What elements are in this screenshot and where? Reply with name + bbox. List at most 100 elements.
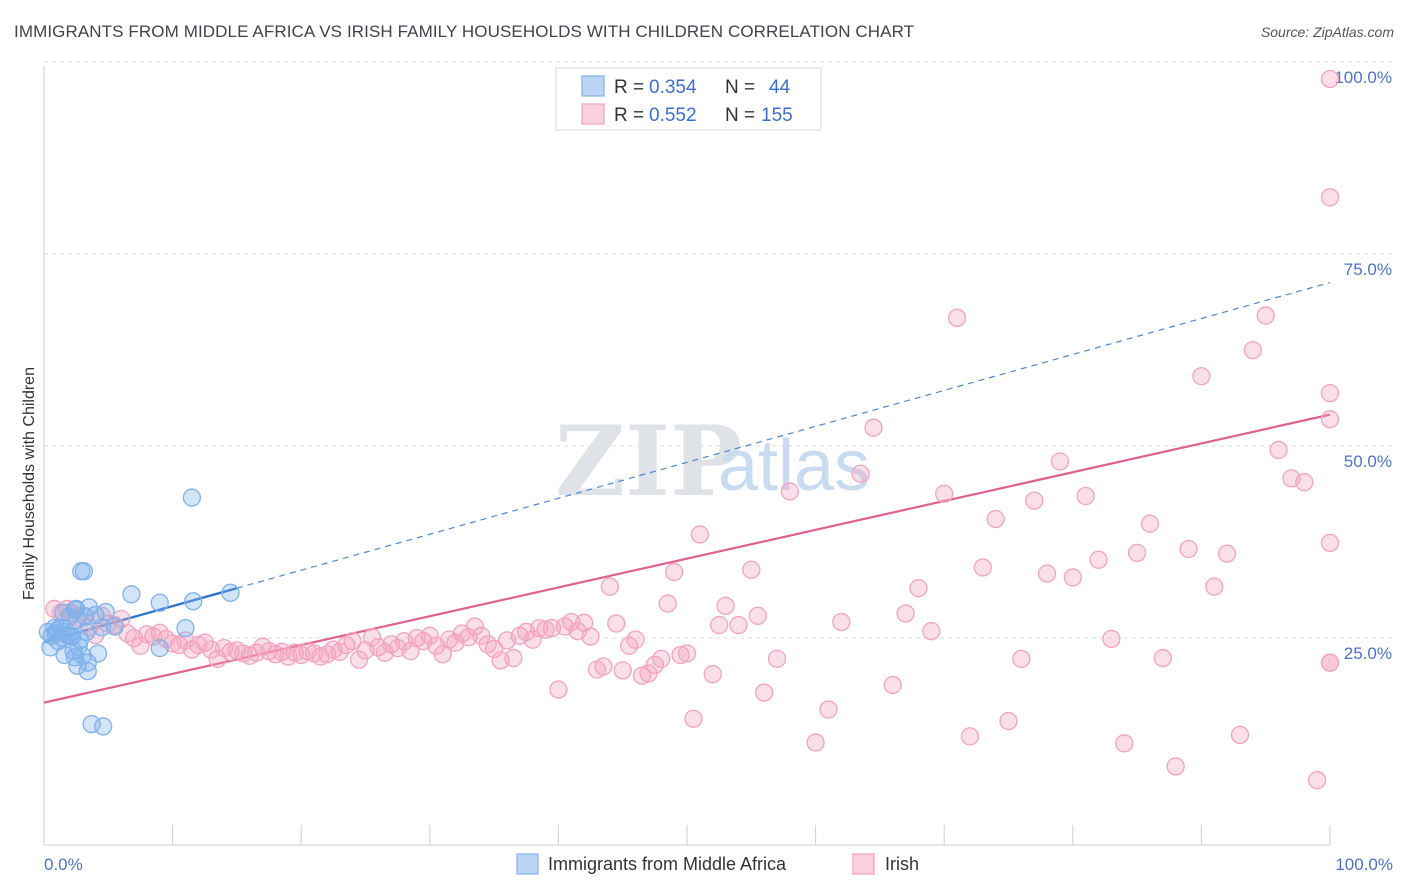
point-irish	[986, 509, 1005, 529]
source-label: Source: ZipAtlas.com	[1260, 24, 1394, 40]
point-irish	[716, 596, 735, 615]
point-irish	[755, 683, 774, 702]
point-middle-africa	[150, 638, 169, 658]
x-tick-label: 100.0%	[1335, 855, 1393, 874]
point-irish	[883, 675, 902, 695]
point-irish	[1076, 486, 1095, 506]
trend-line-extension-0	[236, 281, 1331, 589]
point-irish	[594, 657, 613, 676]
point-irish	[999, 711, 1018, 731]
point-irish	[1320, 188, 1340, 207]
point-irish	[1025, 491, 1044, 510]
point-irish	[947, 308, 967, 327]
point-irish	[1102, 629, 1121, 649]
point-irish	[806, 733, 825, 752]
watermark: ZIP atlas	[555, 405, 870, 518]
point-middle-africa	[78, 653, 97, 672]
point-irish	[581, 627, 600, 646]
point-irish	[671, 645, 690, 665]
bottom-legend: Immigrants from Middle Africa Irish	[516, 853, 919, 875]
point-irish	[909, 579, 928, 598]
point-irish	[664, 562, 684, 582]
point-irish	[1153, 648, 1172, 668]
point-irish	[349, 650, 369, 669]
legend-n-label-1: N =	[725, 105, 755, 126]
point-irish	[1063, 568, 1082, 587]
point-middle-africa	[122, 585, 141, 604]
point-irish	[1320, 653, 1340, 672]
point-irish	[131, 636, 150, 655]
point-middle-africa	[150, 593, 169, 612]
point-irish	[677, 644, 697, 663]
point-irish	[684, 709, 703, 728]
point-irish	[1012, 649, 1031, 668]
bottom-legend-label-0: Immigrants from Middle Africa	[548, 854, 787, 874]
point-middle-africa	[105, 617, 124, 636]
point-middle-africa	[74, 562, 94, 581]
point-middle-africa	[221, 583, 240, 602]
point-irish	[1307, 771, 1327, 790]
legend-n-label-0: N =	[725, 77, 755, 98]
point-irish	[690, 525, 710, 544]
point-middle-africa	[182, 488, 202, 507]
point-irish	[1320, 69, 1340, 89]
point-irish	[420, 626, 439, 645]
grid-lines: 25.0% 50.0% 75.0% 100.0%	[44, 61, 1392, 663]
y-tick-label: 75.0%	[1344, 260, 1392, 279]
bottom-legend-swatch-1	[852, 853, 875, 875]
point-irish	[851, 464, 870, 483]
point-middle-africa	[68, 656, 87, 675]
point-irish	[1037, 564, 1057, 583]
legend: R = 0.354 N = 44 R = 0.552 N = 155	[555, 67, 822, 131]
bottom-legend-label-1: Irish	[885, 854, 919, 874]
point-irish	[1269, 440, 1288, 460]
legend-r-label-1: R =	[614, 105, 644, 126]
point-irish	[1295, 473, 1314, 492]
point-irish	[658, 594, 677, 613]
point-irish	[1256, 306, 1275, 325]
point-irish	[1217, 544, 1237, 563]
point-middle-africa	[94, 717, 113, 736]
point-irish	[652, 649, 671, 668]
point-irish	[864, 418, 883, 437]
point-irish	[973, 558, 992, 577]
point-irish	[1089, 550, 1108, 569]
watermark-atlas: atlas	[718, 426, 870, 506]
point-irish	[1205, 577, 1224, 596]
y-tick-label: 50.0%	[1344, 452, 1392, 471]
watermark-zip: ZIP	[555, 405, 742, 518]
point-irish	[607, 614, 626, 633]
point-irish	[523, 630, 542, 649]
bottom-legend-swatch-0	[516, 853, 539, 875]
point-irish	[742, 560, 761, 579]
point-irish	[896, 604, 915, 623]
y-tick-label: 100.0%	[1334, 68, 1392, 87]
point-irish	[536, 620, 555, 639]
point-irish	[1230, 725, 1250, 745]
point-irish	[362, 628, 382, 647]
point-irish	[780, 482, 800, 501]
point-irish	[960, 727, 980, 746]
chart-title: IMMIGRANTS FROM MIDDLE AFRICA VS IRISH F…	[14, 22, 915, 41]
point-irish	[1115, 734, 1134, 753]
legend-n-value-1: 155	[761, 105, 793, 126]
y-axis-title: Family Households with Children	[21, 367, 38, 600]
point-irish	[343, 632, 362, 651]
point-middle-africa	[77, 622, 96, 642]
legend-r-label-0: R =	[614, 77, 644, 98]
point-irish	[922, 622, 941, 641]
point-irish	[832, 612, 851, 632]
point-irish	[195, 633, 214, 652]
legend-r-value-1: 0.552	[649, 105, 697, 126]
point-middle-africa	[69, 637, 88, 656]
point-middle-africa	[176, 618, 195, 638]
scatter-points	[38, 69, 1340, 790]
point-irish	[710, 615, 729, 635]
point-irish	[1243, 340, 1262, 360]
point-irish	[1320, 383, 1340, 403]
point-irish	[330, 642, 349, 662]
point-irish	[1166, 757, 1185, 776]
legend-r-value-0: 0.354	[649, 77, 697, 98]
trend-line-0	[43, 587, 238, 644]
